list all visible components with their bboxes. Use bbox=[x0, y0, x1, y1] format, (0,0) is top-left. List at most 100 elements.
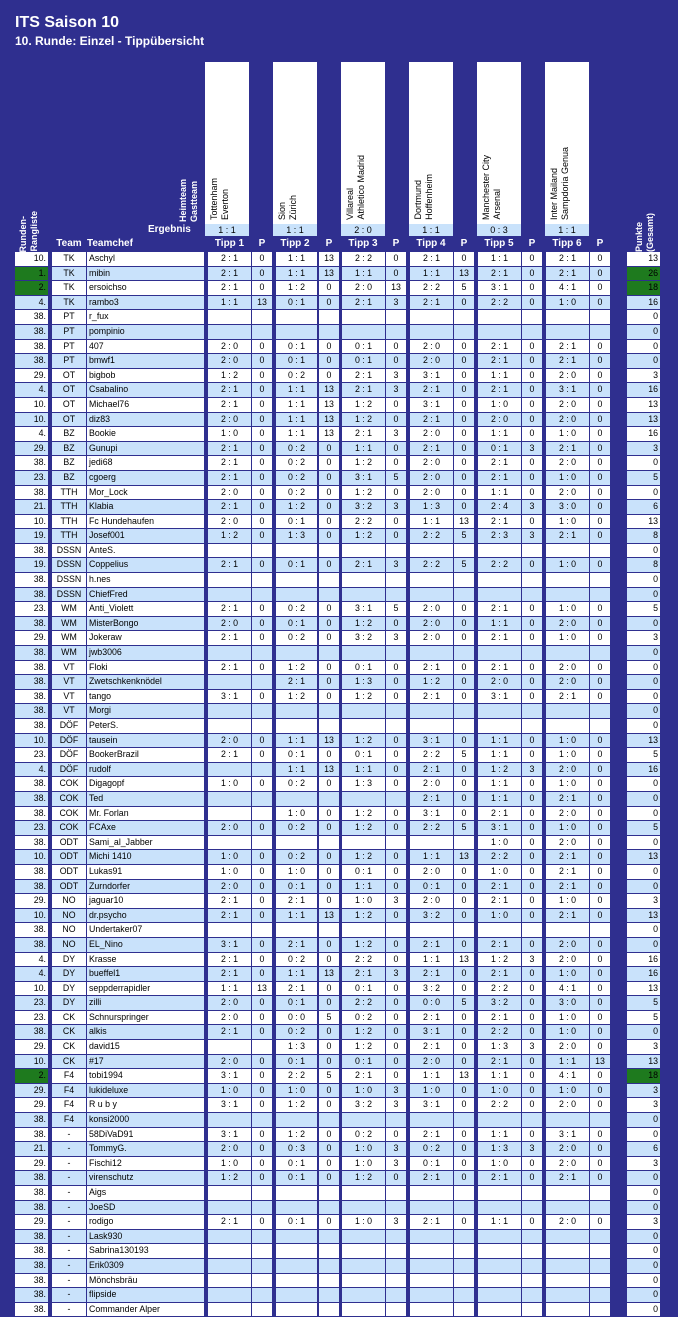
p6-cell: 0 bbox=[590, 748, 610, 762]
rank-cell: 38. bbox=[15, 719, 48, 733]
tipp4-cell bbox=[410, 923, 453, 937]
tipp1-cell: 2 : 1 bbox=[208, 748, 251, 762]
teamchef-cell: Sami_al_Jabber bbox=[87, 835, 204, 850]
tipp2-cell: 0 : 1 bbox=[276, 616, 317, 631]
p2-cell: 5 bbox=[319, 1069, 339, 1083]
p1-cell: 0 bbox=[252, 529, 272, 543]
tipp3-cell: 0 : 1 bbox=[342, 748, 385, 762]
p6-cell bbox=[590, 1186, 610, 1200]
rank-cell: 38. bbox=[15, 1113, 48, 1127]
tipp3-cell bbox=[342, 1200, 385, 1215]
tipp4-cell: 2 : 1 bbox=[410, 937, 453, 952]
p2-cell: 0 bbox=[319, 777, 339, 791]
p1-cell: 0 bbox=[252, 1069, 272, 1083]
tipp2-cell: 1 : 1 bbox=[276, 266, 317, 281]
tipp6-cell: 4 : 1 bbox=[546, 1069, 589, 1083]
tipp2-cell bbox=[276, 573, 317, 587]
tipp3-cell: 2 : 2 bbox=[342, 252, 385, 266]
p1-cell: 0 bbox=[252, 281, 272, 295]
tipp4-cell: 1 : 3 bbox=[410, 500, 453, 514]
p5-cell: 0 bbox=[522, 427, 542, 441]
p4-cell: 0 bbox=[454, 470, 474, 485]
p1-cell: 0 bbox=[252, 514, 272, 529]
tipp3-cell bbox=[342, 310, 385, 324]
tipp2-cell: 1 : 2 bbox=[276, 660, 317, 675]
p6-cell: 0 bbox=[590, 967, 610, 981]
team-cell: F4 bbox=[52, 1083, 86, 1098]
rank-cell: 38. bbox=[15, 573, 48, 587]
col-header-p6: P bbox=[596, 238, 604, 249]
total-points-cell: 5 bbox=[627, 996, 660, 1010]
tipp3-cell: 1 : 0 bbox=[342, 1142, 385, 1156]
p5-cell: 0 bbox=[522, 470, 542, 485]
p3-cell: 0 bbox=[386, 675, 406, 689]
rank-cell: 38. bbox=[15, 339, 48, 354]
tipp3-cell: 1 : 2 bbox=[342, 908, 385, 923]
tipp3-cell: 2 : 1 bbox=[342, 427, 385, 441]
rank-cell: 29. bbox=[15, 1083, 48, 1098]
team-cell: TTH bbox=[52, 500, 86, 514]
p3-cell: 0 bbox=[386, 689, 406, 704]
tipp1-cell: 2 : 0 bbox=[208, 1142, 251, 1156]
tipp3-cell: 0 : 1 bbox=[342, 1054, 385, 1069]
teamchef-cell: Coppelius bbox=[87, 558, 204, 573]
p4-cell: 0 bbox=[454, 616, 474, 631]
tipp3-cell bbox=[342, 1244, 385, 1258]
team-cell: - bbox=[52, 1229, 86, 1244]
total-points-cell: 0 bbox=[627, 456, 660, 470]
p6-cell: 0 bbox=[590, 1069, 610, 1083]
tipp6-cell: 2 : 1 bbox=[546, 441, 589, 456]
p3-cell bbox=[386, 1229, 406, 1244]
col-header-p3: P bbox=[392, 238, 400, 249]
p3-cell bbox=[386, 1200, 406, 1215]
tipp1-cell: 2 : 1 bbox=[208, 894, 251, 908]
p5-cell: 0 bbox=[522, 412, 542, 427]
tipp6-cell bbox=[546, 719, 589, 733]
p1-cell: 0 bbox=[252, 908, 272, 923]
p3-cell: 3 bbox=[386, 1142, 406, 1156]
p4-cell: 0 bbox=[454, 427, 474, 441]
rank-cell: 38. bbox=[15, 456, 48, 470]
p4-cell: 5 bbox=[454, 281, 474, 295]
p1-cell: 0 bbox=[252, 689, 272, 704]
p6-cell: 0 bbox=[590, 412, 610, 427]
tipp5-cell: 2 : 0 bbox=[478, 675, 521, 689]
p4-cell: 0 bbox=[454, 383, 474, 397]
tipp4-cell: 2 : 0 bbox=[410, 456, 453, 470]
p2-cell: 13 bbox=[319, 397, 339, 412]
tipp4-cell: 2 : 1 bbox=[410, 1010, 453, 1025]
result-4: 1 : 1 bbox=[409, 224, 453, 236]
tipp4-cell: 1 : 1 bbox=[410, 850, 453, 864]
p6-cell: 0 bbox=[590, 1083, 610, 1098]
tipp6-cell: 1 : 0 bbox=[546, 631, 589, 646]
tipp6-cell: 2 : 0 bbox=[546, 1142, 589, 1156]
teamchef-cell: konsi2000 bbox=[87, 1113, 204, 1127]
teamchef-cell: virenschutz bbox=[87, 1171, 204, 1185]
p2-cell: 0 bbox=[319, 616, 339, 631]
match-1-header: Tottenham Everton bbox=[205, 62, 249, 224]
p6-cell bbox=[590, 704, 610, 718]
p1-cell bbox=[252, 1200, 272, 1215]
tipp3-cell: 1 : 2 bbox=[342, 806, 385, 821]
tipp5-cell: 2 : 1 bbox=[478, 967, 521, 981]
tipp5-cell: 2 : 1 bbox=[478, 339, 521, 354]
rank-cell: 2. bbox=[15, 1069, 48, 1083]
p3-cell bbox=[386, 324, 406, 339]
rank-cell: 38. bbox=[15, 660, 48, 675]
p1-cell bbox=[252, 923, 272, 937]
tipp6-cell: 2 : 1 bbox=[546, 339, 589, 354]
table-row: 38. - Lask930 0 bbox=[0, 1229, 678, 1245]
tipp6-cell: 2 : 0 bbox=[546, 937, 589, 952]
teamchef-cell: Aschyl bbox=[87, 252, 204, 266]
tipp5-cell: 2 : 1 bbox=[478, 1054, 521, 1069]
teamchef-cell: Klabia bbox=[87, 500, 204, 514]
p3-cell: 0 bbox=[386, 397, 406, 412]
tipp6-cell: 2 : 1 bbox=[546, 529, 589, 543]
teamchef-cell: david15 bbox=[87, 1040, 204, 1054]
p5-cell: 3 bbox=[522, 1040, 542, 1054]
p2-cell: 0 bbox=[319, 952, 339, 967]
